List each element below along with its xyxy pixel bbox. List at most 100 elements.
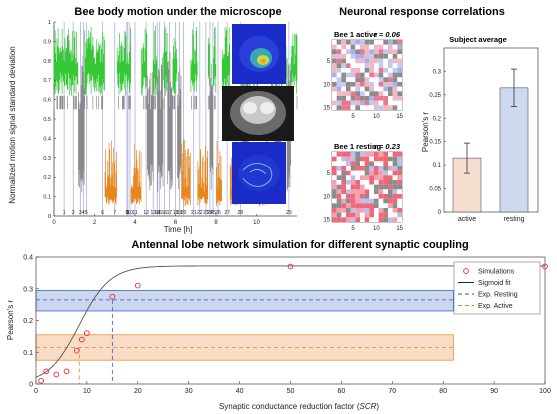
matrix-cell	[374, 198, 379, 204]
matrix-cell	[360, 100, 365, 106]
matrix-cell	[341, 40, 346, 45]
matrix-cell	[397, 166, 402, 171]
sim-y-tick-label: 0	[29, 382, 33, 389]
matrix-cell	[332, 212, 337, 218]
matrix-cell	[350, 189, 356, 194]
bar-y-tick-label: 0.3	[433, 69, 442, 75]
matrix-cell	[378, 105, 384, 110]
matrix-cell	[336, 86, 342, 92]
matrix-cell	[383, 58, 388, 64]
matrix-cell	[360, 156, 365, 162]
matrix-cell	[350, 217, 356, 222]
matrix-cell	[332, 184, 337, 190]
matrix-cell	[341, 161, 346, 166]
matrix-cell	[350, 212, 356, 218]
matrix-cell	[341, 184, 346, 190]
matrix-cell	[364, 166, 370, 171]
matrix-cell	[336, 72, 342, 78]
bar-y-tick-label: 0.15	[429, 140, 441, 146]
matrix-cell	[383, 212, 388, 218]
matrix-cell	[374, 166, 379, 171]
matrix-cell	[397, 40, 402, 45]
bee-image-resting	[232, 142, 286, 204]
matrix-cell	[383, 161, 388, 166]
matrix-cell	[336, 49, 342, 54]
motion-marker-label: 3	[79, 210, 82, 216]
resting-matrix	[332, 152, 402, 222]
matrix-cell	[364, 40, 370, 45]
matrix-cell	[355, 175, 360, 180]
matrix-cell	[383, 44, 388, 50]
matrix-cell	[346, 44, 351, 50]
matrix-cell	[397, 105, 402, 110]
matrix-cell	[383, 175, 388, 180]
matrix-cell	[341, 198, 346, 204]
motion-marker-label: 13	[150, 210, 156, 216]
matrix-y-tick-label: 5	[327, 59, 331, 65]
matrix-cell	[346, 86, 351, 92]
matrix-cell	[392, 77, 398, 82]
matrix-cell	[355, 49, 360, 54]
matrix-cell	[332, 166, 337, 171]
matrix-cell	[346, 184, 351, 190]
matrix-cell	[397, 152, 402, 157]
matrix-cell	[369, 54, 374, 59]
matrix-cell	[369, 68, 374, 73]
matrix-cell	[336, 217, 342, 222]
simulation-xlabel: Synaptic conductance reduction factor (S…	[219, 402, 379, 411]
matrix-cell	[346, 166, 351, 171]
bar-axes-box	[443, 47, 539, 213]
matrix-cell	[383, 72, 388, 78]
matrix-cell	[360, 96, 365, 101]
matrix-cell	[383, 40, 388, 45]
matrix-cell	[369, 184, 374, 190]
matrix-cell	[336, 175, 342, 180]
subject-average-bars: 0 0.05 0.1 0.15 0.2 0.25 0.3 active resting	[429, 47, 539, 223]
sim-y-tick-label: 0.3	[23, 286, 33, 293]
matrix-cell	[378, 96, 384, 101]
matrix-cell	[397, 212, 402, 218]
matrix-cell	[369, 105, 374, 110]
matrix-cell	[378, 208, 384, 213]
matrix-cell	[350, 170, 356, 176]
matrix-cell	[383, 63, 388, 68]
active-band	[35, 334, 454, 361]
matrix-cell	[383, 105, 388, 110]
matrix-cell	[374, 161, 379, 166]
matrix-cell	[364, 156, 370, 162]
matrix-cell	[374, 40, 379, 45]
matrix-cell	[332, 77, 337, 82]
matrix-cell	[392, 86, 398, 92]
simulation-point	[63, 368, 70, 375]
sim-x-tick-label: 40	[236, 388, 244, 395]
matrix-cell	[378, 77, 384, 82]
matrix-cell	[350, 175, 356, 180]
matrix-cell	[341, 152, 346, 157]
matrix-cell	[350, 96, 356, 101]
matrix-cell	[392, 184, 398, 190]
matrix-cell	[355, 86, 360, 92]
bar-y-tick-label: 0.05	[429, 187, 441, 193]
matrix-cell	[346, 40, 351, 45]
matrix-cell	[346, 58, 351, 64]
matrix-cell	[383, 68, 388, 73]
matrix-cell	[392, 82, 398, 87]
matrix-cell	[341, 77, 346, 82]
motion-y-tick-label: 0.5	[43, 117, 51, 123]
matrix-cell	[397, 44, 402, 50]
matrix-cell	[397, 180, 402, 185]
matrix-cell	[346, 194, 351, 199]
matrix-cell	[369, 77, 374, 82]
matrix-cell	[364, 44, 370, 50]
matrix-cell	[355, 58, 360, 64]
matrix-cell	[355, 105, 360, 110]
matrix-cell	[374, 170, 379, 176]
sim-y-tick-label: 0.4	[23, 255, 33, 262]
matrix-cell	[388, 161, 393, 166]
matrix-cell	[350, 82, 356, 87]
matrix-cell	[383, 203, 388, 208]
matrix-cell	[369, 100, 374, 106]
matrix-cell	[374, 63, 379, 68]
matrix-cell	[360, 198, 365, 204]
matrix-cell	[346, 72, 351, 78]
